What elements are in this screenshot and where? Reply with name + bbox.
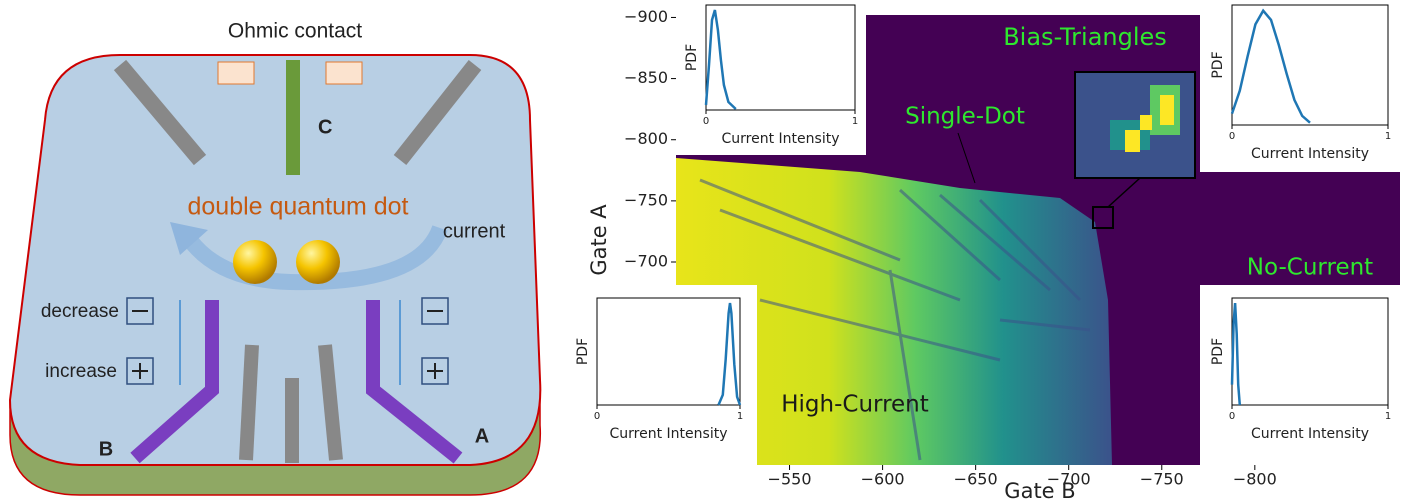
x-tick-label: −550 bbox=[768, 470, 812, 489]
y-tick-label: −700 bbox=[624, 252, 668, 271]
pdf-line bbox=[1230, 8, 1311, 124]
label: current bbox=[443, 220, 506, 242]
label: decrease bbox=[41, 301, 119, 322]
label: A bbox=[475, 425, 489, 447]
inset-frame bbox=[705, 4, 856, 111]
annotation: High-Current bbox=[781, 392, 929, 418]
gate bbox=[239, 344, 259, 461]
gate bbox=[318, 344, 343, 461]
y-tick-label: −900 bbox=[624, 7, 668, 26]
x-tick-label: 0 bbox=[1229, 131, 1235, 142]
label: B bbox=[99, 438, 113, 460]
label: increase bbox=[45, 361, 117, 382]
plus bbox=[427, 363, 443, 379]
y-tick-label: −750 bbox=[624, 190, 668, 209]
heatmap-stripes bbox=[699, 178, 1091, 461]
x-tick-label: −650 bbox=[954, 470, 998, 489]
inset-frame bbox=[1231, 297, 1389, 406]
x-tick-label: 1 bbox=[1385, 411, 1391, 422]
minus-box bbox=[421, 297, 449, 325]
zoom-inset bbox=[1074, 71, 1196, 179]
gate-a bbox=[366, 300, 463, 464]
schematic: Ohmic contact double quantum dot current… bbox=[8, 20, 542, 496]
gate bbox=[113, 59, 207, 166]
x-tick-label: 0 bbox=[594, 411, 600, 422]
y-axis-label: PDF bbox=[575, 338, 591, 365]
annotation: No-Current bbox=[1247, 255, 1373, 281]
ohmic-contact bbox=[217, 61, 255, 85]
zoom-box bbox=[1092, 206, 1114, 229]
current-arrow bbox=[183, 224, 448, 291]
x-tick-label: −700 bbox=[1047, 470, 1091, 489]
plus-box bbox=[421, 357, 449, 385]
x-tick-label: −600 bbox=[861, 470, 905, 489]
ohmic-contact bbox=[325, 61, 363, 85]
plus bbox=[132, 363, 148, 379]
x-axis-label: Current Intensity bbox=[1251, 426, 1369, 442]
x-axis-label: Current Intensity bbox=[610, 426, 728, 442]
x-tick-label: 0 bbox=[1229, 411, 1235, 422]
dot bbox=[233, 240, 277, 284]
x-axis-label: Current Intensity bbox=[1251, 146, 1369, 162]
annotation: Single-Dot bbox=[905, 104, 1025, 130]
x-tick-label: −750 bbox=[1140, 470, 1184, 489]
gate bbox=[393, 60, 482, 165]
y-tick-label: −800 bbox=[624, 129, 668, 148]
pdf-line bbox=[1230, 303, 1242, 406]
y-axis-label: PDF bbox=[1210, 338, 1226, 365]
x-tick-label: 1 bbox=[737, 411, 743, 422]
x-tick-label: −800 bbox=[1233, 470, 1277, 489]
label: C bbox=[318, 116, 332, 138]
minus-box bbox=[126, 297, 154, 325]
pdf-line bbox=[717, 302, 742, 406]
annotation: Bias-Triangles bbox=[1003, 23, 1167, 51]
arrow-head bbox=[170, 222, 208, 255]
y-axis-label: PDF bbox=[1210, 51, 1226, 78]
dot bbox=[296, 240, 340, 284]
y-axis-label: PDF bbox=[684, 44, 700, 71]
y-axis-label: Gate A bbox=[587, 204, 611, 276]
gate-b bbox=[130, 300, 219, 464]
label: double quantum dot bbox=[187, 193, 408, 221]
annotation-pointer bbox=[957, 132, 976, 184]
inset-frame bbox=[596, 297, 741, 406]
x-axis-label: Current Intensity bbox=[722, 131, 840, 147]
y-tick-label: −850 bbox=[624, 68, 668, 87]
inset-frame bbox=[1231, 4, 1389, 126]
plus-box bbox=[126, 357, 154, 385]
x-tick-label: 0 bbox=[703, 116, 709, 127]
x-tick-label: 1 bbox=[852, 116, 858, 127]
pdf-line bbox=[704, 9, 737, 110]
zoom-line bbox=[1107, 177, 1141, 208]
x-tick-label: 1 bbox=[1385, 131, 1391, 142]
label: Ohmic contact bbox=[228, 20, 362, 43]
x-axis-label: Gate B bbox=[1004, 479, 1075, 503]
